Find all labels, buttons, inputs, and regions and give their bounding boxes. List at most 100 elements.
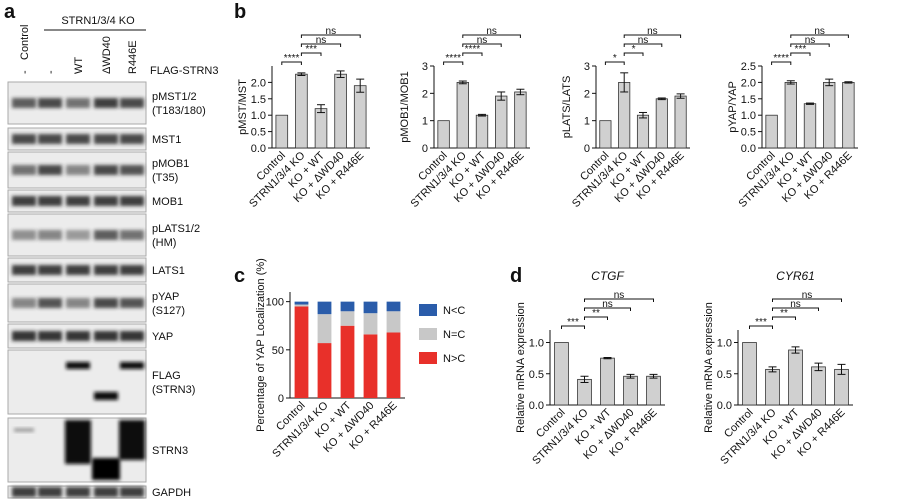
bar — [655, 98, 668, 149]
blot-header: STRN1/3/4 KO — [61, 15, 135, 27]
y-tick-label: 1.0 — [717, 338, 732, 350]
band — [94, 265, 118, 275]
significance-bracket — [604, 61, 625, 65]
significance-label: ns — [477, 35, 488, 46]
bar-segment — [386, 332, 401, 398]
y-tick-label: 0.0 — [251, 143, 266, 155]
bar — [803, 103, 817, 149]
y-tick-label: 2.0 — [741, 77, 756, 89]
y-tick-label: 100 — [266, 297, 284, 309]
y-tick-label: 0.0 — [529, 400, 544, 412]
band — [38, 196, 62, 206]
band — [120, 487, 144, 497]
band — [65, 420, 91, 464]
bar-segment — [294, 306, 309, 398]
band — [38, 265, 62, 275]
bar — [495, 95, 508, 149]
bar — [456, 82, 469, 149]
y-tick-label: 1.0 — [529, 338, 544, 350]
bar-segment — [340, 311, 355, 326]
bar — [577, 378, 592, 406]
significance-bracket — [300, 43, 342, 47]
band — [94, 298, 118, 308]
y-tick-label: 1.5 — [251, 94, 266, 106]
band — [119, 420, 145, 460]
significance-bracket — [790, 52, 811, 56]
band — [38, 331, 62, 341]
panel-label: b — [234, 1, 246, 23]
blot-row-label: STRN3 — [152, 445, 188, 457]
significance-bracket — [462, 43, 502, 47]
blot-header: Control — [19, 25, 31, 60]
panel-label: a — [4, 1, 16, 23]
significance-label: ns — [638, 35, 649, 46]
band — [120, 165, 144, 175]
band — [120, 98, 144, 108]
bar — [646, 375, 661, 406]
y-tick-label: 2.0 — [251, 77, 266, 89]
bar-segment — [294, 301, 309, 305]
significance-bracket — [584, 298, 654, 302]
band — [12, 265, 36, 275]
significance-label: ns — [814, 26, 825, 37]
band — [12, 98, 36, 108]
y-tick-label: 0.0 — [717, 400, 732, 412]
blot-row-label: pYAP — [152, 291, 179, 303]
bar — [765, 114, 778, 149]
blot-row-label: pMOB1 — [152, 158, 189, 170]
significance-bracket — [300, 52, 322, 56]
significance-label: *** — [305, 44, 317, 55]
band — [38, 98, 62, 108]
y-tick-label: 1.0 — [251, 110, 266, 122]
y-tick-label: 0.5 — [529, 369, 544, 381]
blot-row-label: FLAG — [152, 370, 181, 382]
bar — [623, 375, 638, 406]
y-tick-label: 1.0 — [741, 110, 756, 122]
bar — [314, 108, 328, 149]
band — [94, 230, 118, 240]
y-tick-label: 1 — [422, 116, 428, 128]
y-axis-label: pMOB1/MOB1 — [399, 71, 411, 143]
bar — [514, 91, 527, 149]
bar — [842, 82, 855, 149]
y-tick-label: 2 — [422, 88, 428, 100]
y-axis-label: pYAP/YAP — [727, 81, 739, 133]
y-axis-label: pMST/MST — [237, 79, 249, 135]
legend-swatch — [419, 352, 437, 364]
band — [38, 487, 62, 497]
bar — [674, 95, 687, 149]
chart-title: CTGF — [591, 269, 624, 283]
blot-row-label: pMST1/2 — [152, 91, 197, 103]
significance-label: **** — [773, 53, 789, 64]
y-tick-label: 0 — [584, 143, 590, 155]
blot-row-label: pLATS1/2 — [152, 223, 200, 235]
bar — [275, 114, 289, 149]
bar — [823, 82, 836, 149]
band — [94, 196, 118, 206]
y-tick-label: 50 — [272, 345, 284, 357]
band — [12, 134, 36, 144]
significance-bracket — [790, 43, 830, 47]
lane-label: R446E — [127, 40, 139, 74]
blot-row-label: MST1 — [152, 134, 181, 146]
bar-segment — [363, 301, 378, 314]
bar — [600, 357, 615, 406]
band — [14, 428, 34, 432]
bar-segment — [340, 325, 355, 398]
significance-bracket — [623, 43, 663, 47]
bar-segment — [317, 301, 332, 315]
y-tick-label: 0 — [278, 393, 284, 405]
band — [66, 230, 90, 240]
legend-label: N<C — [443, 305, 465, 317]
significance-bracket — [771, 61, 792, 65]
bar-segment — [317, 314, 332, 344]
band — [66, 165, 90, 175]
legend-swatch — [419, 328, 437, 340]
significance-label: ns — [647, 26, 658, 37]
band — [12, 331, 36, 341]
blot-row-label: (STRN3) — [152, 384, 195, 396]
blot-box — [7, 349, 147, 415]
bar — [295, 73, 308, 149]
y-tick-label: 3 — [584, 61, 590, 73]
significance-bracket — [300, 34, 361, 38]
